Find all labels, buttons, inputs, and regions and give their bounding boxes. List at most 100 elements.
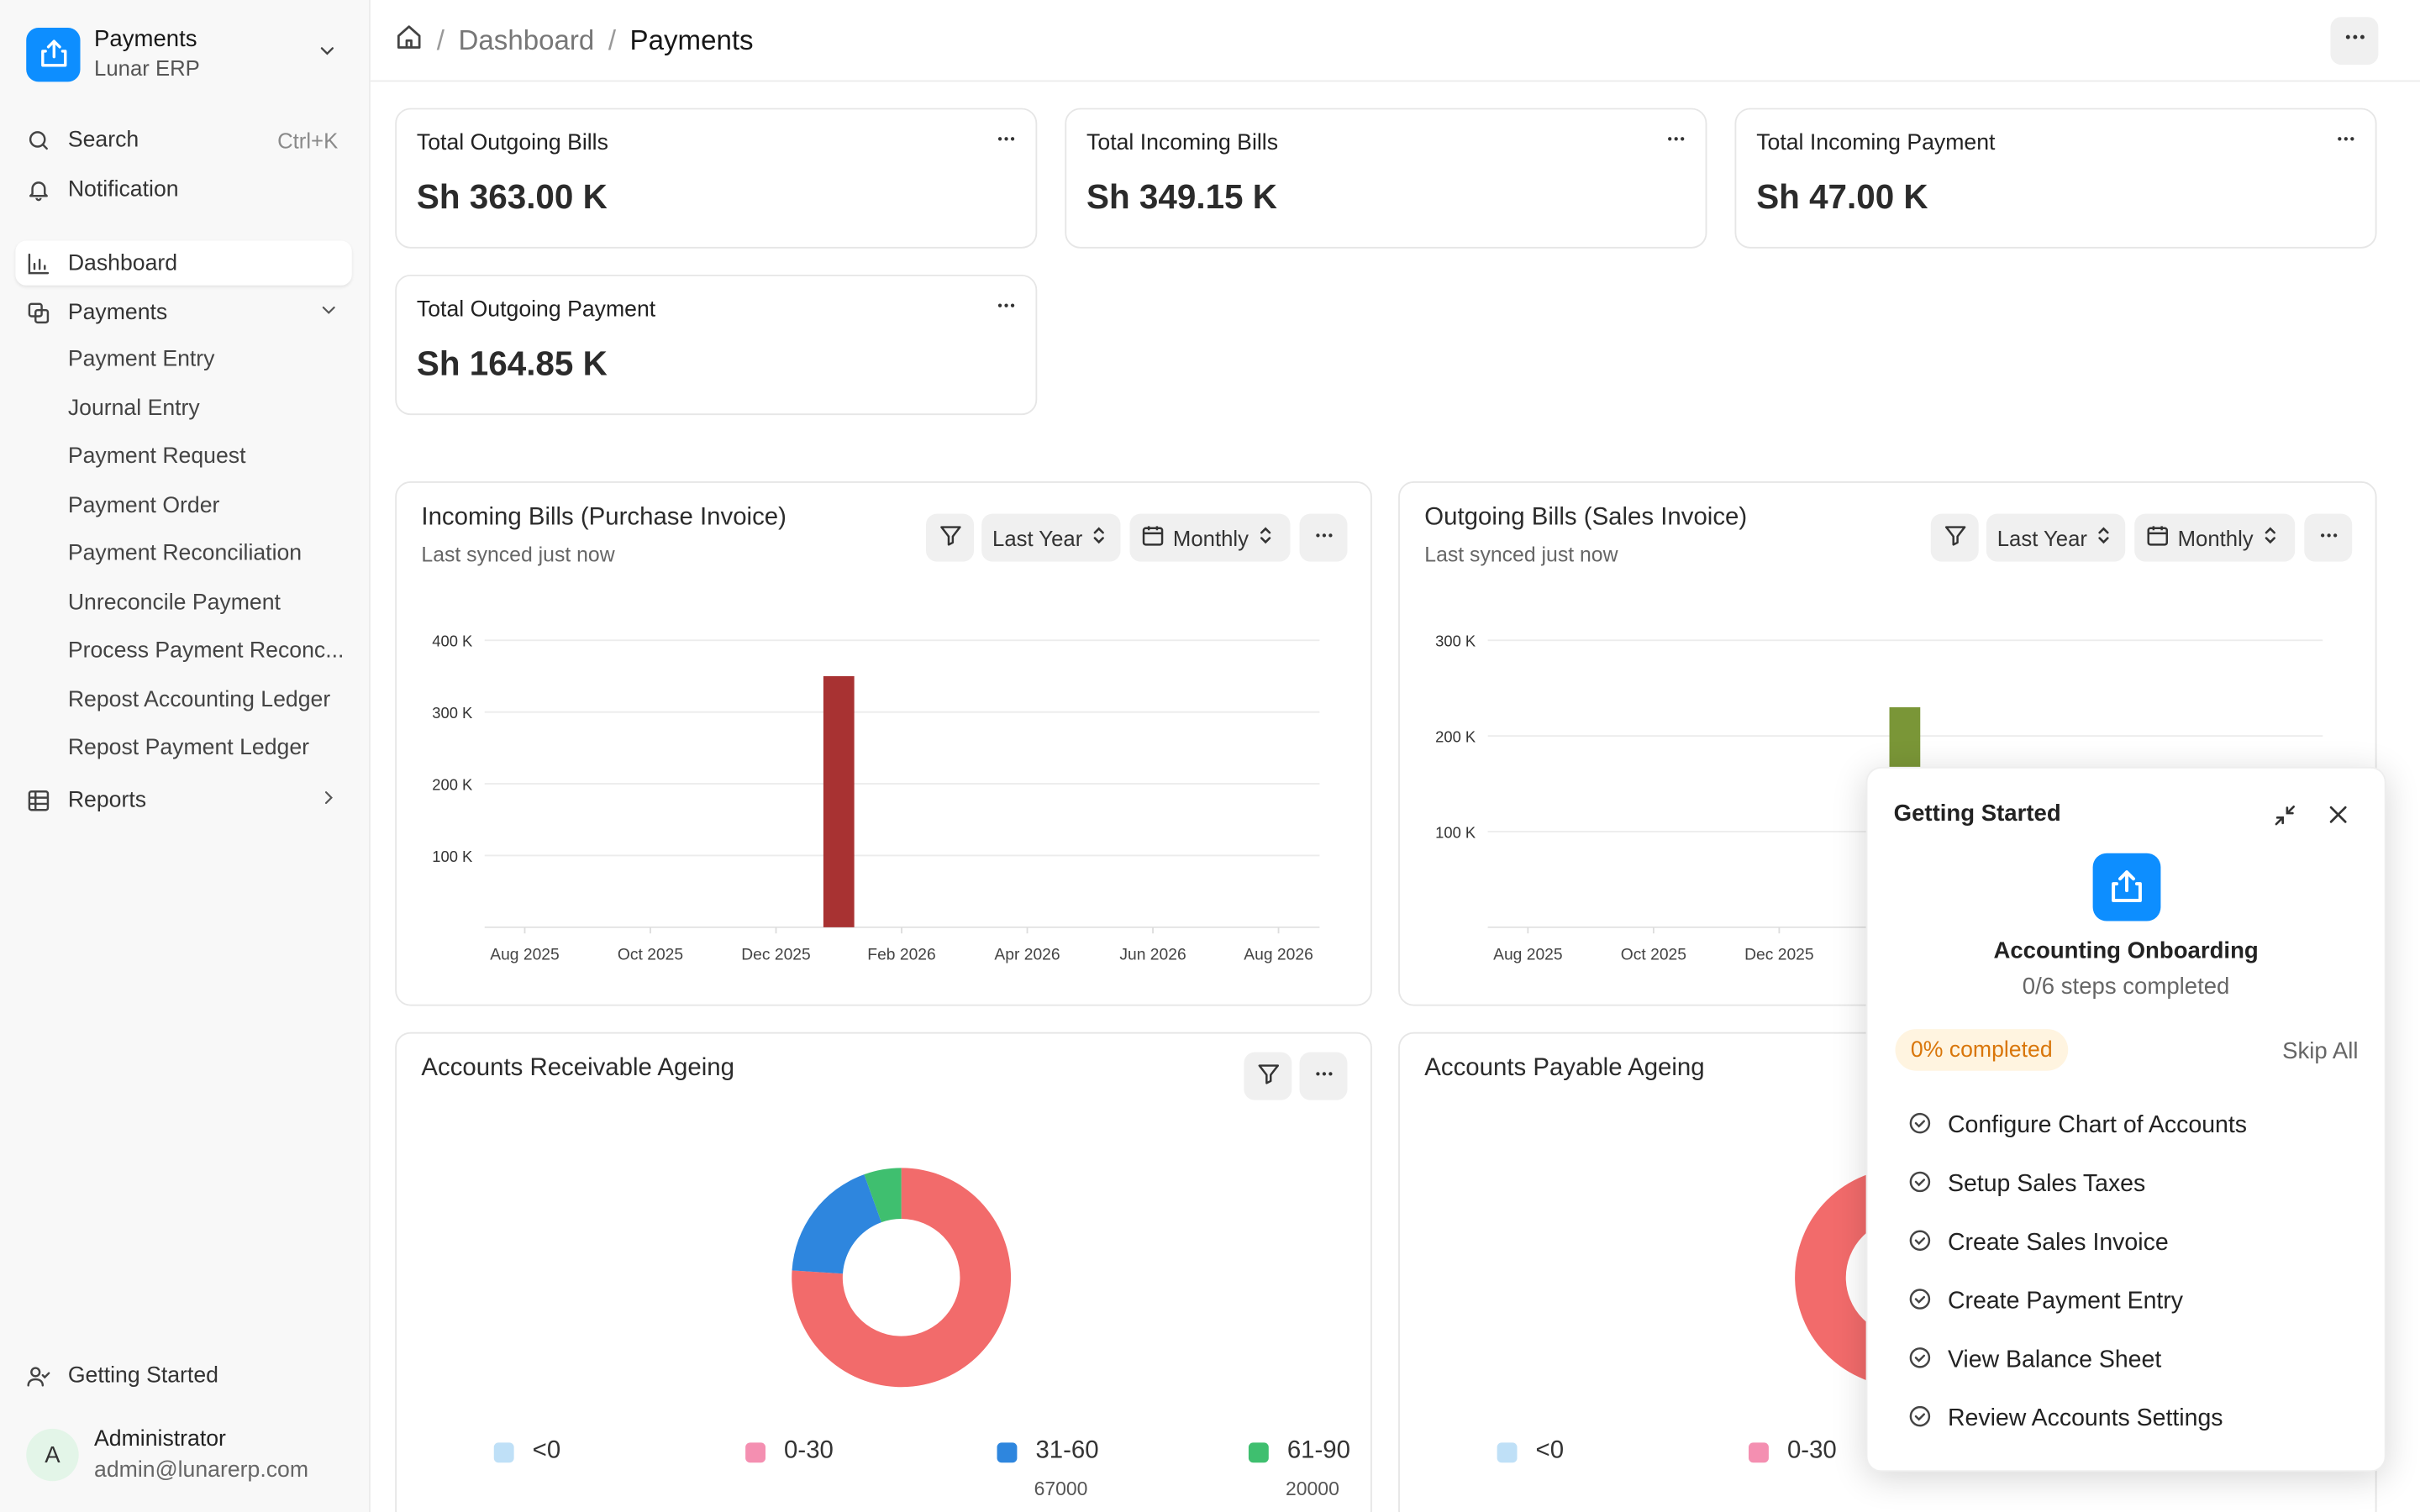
- interval-value: Monthly: [1172, 525, 1249, 550]
- timespan-value: Last Year: [992, 525, 1083, 550]
- onboarding-step[interactable]: Setup Sales Taxes: [1907, 1168, 2145, 1201]
- interval-select[interactable]: Monthly: [1129, 513, 1291, 562]
- legend-item: 31-60: [997, 1438, 1099, 1466]
- number-card: Total Outgoing Payment Sh 164.85 K: [395, 274, 1038, 416]
- home-icon[interactable]: [395, 24, 423, 59]
- pie-slice: [864, 1168, 902, 1223]
- chart-menu-button[interactable]: [1299, 513, 1348, 562]
- number-card: Total Outgoing Bills Sh 363.00 K: [395, 108, 1038, 249]
- sidebar-item-payment-request[interactable]: Payment Request: [67, 444, 246, 470]
- more-icon[interactable]: [996, 295, 1018, 324]
- sidebar-item-payments[interactable]: Payments: [15, 290, 351, 334]
- sidebar-item-journal-entry[interactable]: Journal Entry: [67, 396, 200, 422]
- timespan-select[interactable]: Last Year: [1986, 513, 2126, 562]
- table-icon: [24, 786, 52, 814]
- onboarding-step[interactable]: Review Accounts Settings: [1907, 1403, 2223, 1436]
- app-logo-icon: [2092, 853, 2161, 921]
- more-icon[interactable]: [996, 128, 1018, 157]
- chart-menu-button[interactable]: [1299, 1052, 1348, 1100]
- page-menu-button[interactable]: [2330, 17, 2379, 66]
- x-tick-label: Aug 2025: [1493, 946, 1563, 963]
- filter-button[interactable]: [926, 513, 974, 562]
- skip-all-button[interactable]: Skip All: [2282, 1038, 2359, 1065]
- breadcrumb-dashboard[interactable]: Dashboard: [458, 24, 595, 56]
- receivable-ageing-card: Accounts Receivable Ageing <0 0-30 31-60…: [395, 1032, 1372, 1512]
- workspace-title: Payments: [94, 25, 197, 53]
- step-label: Create Sales Invoice: [1947, 1229, 2169, 1257]
- legend-item: 0-30: [745, 1438, 834, 1466]
- timespan-value: Last Year: [1996, 525, 2087, 550]
- workspace-switcher[interactable]: Payments Lunar ERP: [26, 24, 360, 83]
- x-tick-label: Feb 2026: [867, 946, 935, 963]
- onboarding-heading: Accounting Onboarding: [1993, 937, 2259, 964]
- chart-menu-button[interactable]: [2304, 513, 2353, 562]
- updown-icon: [2263, 524, 2278, 550]
- sidebar-item-unreconcile-payment[interactable]: Unreconcile Payment: [67, 591, 281, 616]
- bar-chart-icon: [24, 249, 52, 277]
- chart-synced: Last synced just now: [1424, 543, 1618, 567]
- interval-select[interactable]: Monthly: [2134, 513, 2296, 562]
- x-tick-label: Oct 2025: [1621, 946, 1686, 963]
- minimize-icon[interactable]: [2272, 802, 2298, 836]
- check-circle-icon: [1907, 1110, 1948, 1143]
- filter-icon: [1943, 523, 1967, 553]
- close-icon[interactable]: [2326, 802, 2350, 835]
- incoming-bills-chart-card: Incoming Bills (Purchase Invoice) Last s…: [395, 481, 1372, 1006]
- step-label: Review Accounts Settings: [1947, 1405, 2223, 1432]
- sidebar-item-repost-payment-ledger[interactable]: Repost Payment Ledger: [67, 736, 310, 761]
- user-menu[interactable]: A Administrator admin@lunarerp.com: [26, 1424, 308, 1487]
- sidebar-item-repost-accounting-ledger[interactable]: Repost Accounting Ledger: [67, 688, 331, 713]
- breadcrumb-separator: /: [436, 24, 445, 56]
- filter-button[interactable]: [1244, 1052, 1292, 1100]
- check-circle-icon: [1907, 1286, 1948, 1319]
- filter-button[interactable]: [1930, 513, 1979, 562]
- card-value: Sh 363.00 K: [416, 177, 608, 217]
- legend-item: 61-90: [1248, 1437, 1350, 1466]
- legend-item: <0: [1497, 1438, 1564, 1466]
- sidebar-getting-started[interactable]: Getting Started: [15, 1353, 351, 1398]
- more-icon[interactable]: [1665, 128, 1687, 157]
- onboarding-step[interactable]: View Balance Sheet: [1907, 1344, 2161, 1378]
- check-circle-icon: [1907, 1345, 1948, 1378]
- legend-value: 20000: [1285, 1478, 1339, 1500]
- x-tick-label: Jun 2026: [1119, 946, 1186, 963]
- onboarding-step[interactable]: Configure Chart of Accounts: [1907, 1110, 2247, 1143]
- more-icon[interactable]: [2335, 128, 2357, 157]
- sidebar-item-label: Dashboard: [67, 250, 178, 276]
- sidebar-item-dashboard[interactable]: Dashboard: [15, 240, 352, 286]
- legend-swatch: [493, 1441, 514, 1462]
- search-label: Search: [67, 127, 139, 152]
- number-card: Total Incoming Payment Sh 47.00 K: [1734, 108, 2377, 249]
- sidebar-item-payment-entry[interactable]: Payment Entry: [67, 347, 215, 372]
- y-tick-label: 200 K: [432, 775, 473, 793]
- sidebar-item-process-payment-reconciliation[interactable]: Process Payment Reconc...: [67, 638, 345, 664]
- sidebar-search[interactable]: Search Ctrl+K: [15, 118, 351, 162]
- onboarding-step[interactable]: Create Sales Invoice: [1907, 1226, 2169, 1260]
- legend-label: 61-90: [1286, 1437, 1350, 1465]
- user-email: admin@lunarerp.com: [94, 1458, 309, 1483]
- user-name: Administrator: [94, 1426, 226, 1452]
- incoming-bills-bar-chart: 100 K 200 K 300 K 400 K Aug 2025 Oct 2025 Dec …: [432, 633, 1320, 963]
- breadcrumb-current: Payments: [629, 24, 754, 56]
- chart-title: Incoming Bills (Purchase Invoice): [421, 504, 786, 531]
- legend-swatch: [1497, 1441, 1518, 1462]
- x-tick-label: Dec 2025: [1744, 946, 1813, 963]
- breadcrumb-separator: /: [608, 24, 617, 56]
- legend-swatch: [745, 1441, 766, 1462]
- updown-icon: [1092, 524, 1107, 550]
- calendar-icon: [2145, 523, 2170, 553]
- sidebar-item-payment-reconciliation[interactable]: Payment Reconciliation: [67, 541, 302, 567]
- card-label: Total Outgoing Bills: [416, 131, 608, 156]
- card-label: Total Incoming Payment: [1756, 131, 1996, 156]
- timespan-select[interactable]: Last Year: [981, 513, 1121, 562]
- x-tick-label: Aug 2025: [490, 946, 560, 963]
- onboarding-step[interactable]: Create Payment Entry: [1907, 1285, 2183, 1319]
- sidebar-item-payment-order[interactable]: Payment Order: [67, 493, 220, 519]
- sidebar-item-label: Reports: [67, 787, 147, 813]
- y-tick-label: 300 K: [432, 704, 473, 722]
- more-icon: [2317, 524, 2339, 550]
- legend-item: 0-30: [1749, 1438, 1837, 1466]
- x-tick-label: Apr 2026: [994, 946, 1060, 963]
- sidebar-notification[interactable]: Notification: [15, 166, 351, 211]
- sidebar-item-reports[interactable]: Reports: [15, 778, 351, 822]
